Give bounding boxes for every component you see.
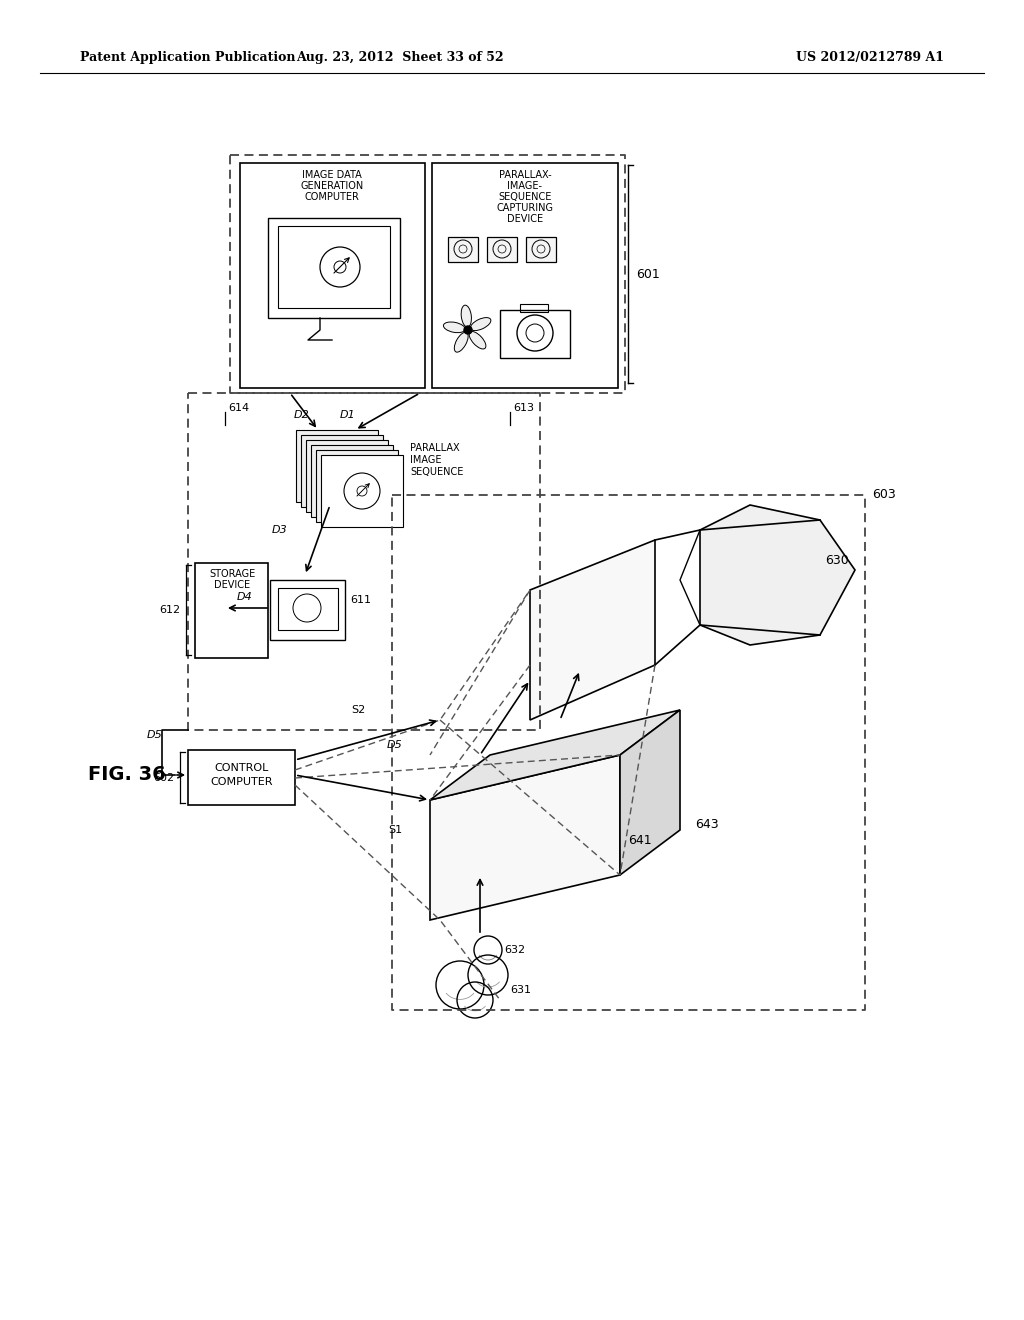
Text: D5: D5 <box>387 741 402 750</box>
Polygon shape <box>306 440 388 512</box>
Text: Aug. 23, 2012  Sheet 33 of 52: Aug. 23, 2012 Sheet 33 of 52 <box>296 51 504 65</box>
Polygon shape <box>430 710 680 800</box>
Polygon shape <box>301 436 383 507</box>
Polygon shape <box>449 238 478 261</box>
Text: D1: D1 <box>340 411 356 420</box>
Text: 641: 641 <box>628 833 651 846</box>
Text: D3: D3 <box>272 525 288 535</box>
Text: 613: 613 <box>513 403 534 413</box>
Text: 611: 611 <box>350 595 371 605</box>
Polygon shape <box>620 710 680 875</box>
Text: D4: D4 <box>238 591 253 602</box>
Text: CONTROL: CONTROL <box>215 763 269 774</box>
Text: SEQUENCE: SEQUENCE <box>499 191 552 202</box>
Text: D2: D2 <box>294 411 310 420</box>
Polygon shape <box>530 540 655 719</box>
Polygon shape <box>487 238 517 261</box>
Text: IMAGE-: IMAGE- <box>508 181 543 191</box>
Polygon shape <box>311 445 393 517</box>
Ellipse shape <box>469 331 486 348</box>
Polygon shape <box>316 450 398 521</box>
Text: 601: 601 <box>636 268 659 281</box>
Text: 632: 632 <box>504 945 525 954</box>
Text: IMAGE DATA: IMAGE DATA <box>302 170 361 180</box>
Circle shape <box>464 326 472 334</box>
Ellipse shape <box>455 333 468 352</box>
Text: 603: 603 <box>872 488 896 502</box>
Text: CAPTURING: CAPTURING <box>497 203 554 213</box>
Text: DEVICE: DEVICE <box>507 214 543 224</box>
Text: D5: D5 <box>146 730 162 741</box>
Text: S1: S1 <box>388 825 402 836</box>
Polygon shape <box>430 755 620 920</box>
Ellipse shape <box>470 318 490 330</box>
Ellipse shape <box>443 322 465 333</box>
Text: 643: 643 <box>695 818 719 832</box>
Polygon shape <box>700 506 855 645</box>
Text: 602: 602 <box>153 774 174 783</box>
Text: 614: 614 <box>228 403 249 413</box>
Text: SEQUENCE: SEQUENCE <box>410 467 464 477</box>
Text: DEVICE: DEVICE <box>214 579 250 590</box>
Text: PARALLAX: PARALLAX <box>410 444 460 453</box>
Text: 612: 612 <box>159 605 180 615</box>
Text: 631: 631 <box>510 985 531 995</box>
Polygon shape <box>526 238 556 261</box>
Ellipse shape <box>461 305 471 327</box>
Text: COMPUTER: COMPUTER <box>304 191 359 202</box>
Text: GENERATION: GENERATION <box>300 181 364 191</box>
Text: STORAGE: STORAGE <box>209 569 255 579</box>
Text: Patent Application Publication: Patent Application Publication <box>80 51 296 65</box>
Text: 630: 630 <box>825 553 849 566</box>
Text: COMPUTER: COMPUTER <box>211 777 273 787</box>
Text: S2: S2 <box>351 705 366 715</box>
Text: IMAGE: IMAGE <box>410 455 441 465</box>
Text: FIG. 36: FIG. 36 <box>88 766 166 784</box>
Polygon shape <box>296 430 378 502</box>
Text: US 2012/0212789 A1: US 2012/0212789 A1 <box>796 51 944 65</box>
Text: PARALLAX-: PARALLAX- <box>499 170 551 180</box>
Polygon shape <box>321 455 403 527</box>
